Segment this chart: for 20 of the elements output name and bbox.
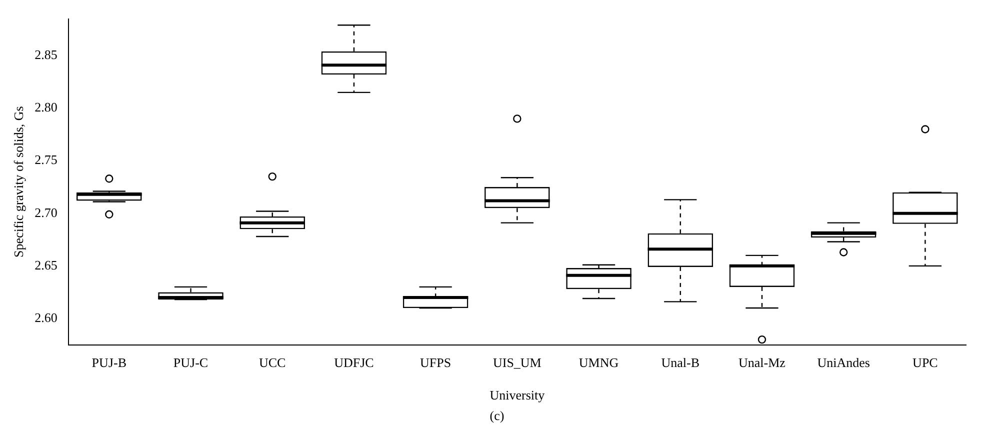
y-tick-label: 2.75 (34, 152, 58, 168)
x-tick-label: UCC (258, 355, 286, 370)
y-axis-title: Specific gravity of solids, Gs (11, 106, 26, 258)
x-tick-label: UniAndes (817, 355, 870, 370)
x-tick-label: Unal-B (661, 355, 700, 370)
x-tick-label: UPC (912, 355, 938, 370)
y-tick-label: 2.65 (34, 257, 58, 272)
x-tick-label: UFPS (420, 355, 452, 370)
x-tick-label: UDFJC (334, 355, 374, 370)
text: (c) (488, 408, 506, 424)
x-axis-title: University (490, 388, 546, 403)
x-tick-label: Unal-Mz (738, 355, 786, 370)
x-tick-label: PUJ-B (92, 355, 127, 370)
y-tick-label: 2.85 (34, 47, 58, 62)
x-tick-label: PUJ-C (173, 355, 208, 370)
y-tick-label: 2.70 (34, 204, 58, 220)
x-tick-label: UIS_UM (492, 355, 542, 370)
y-tick-label: 2.60 (34, 310, 58, 325)
y-tick-label: 2.80 (34, 100, 58, 115)
x-tick-label: UMNG (578, 355, 619, 370)
